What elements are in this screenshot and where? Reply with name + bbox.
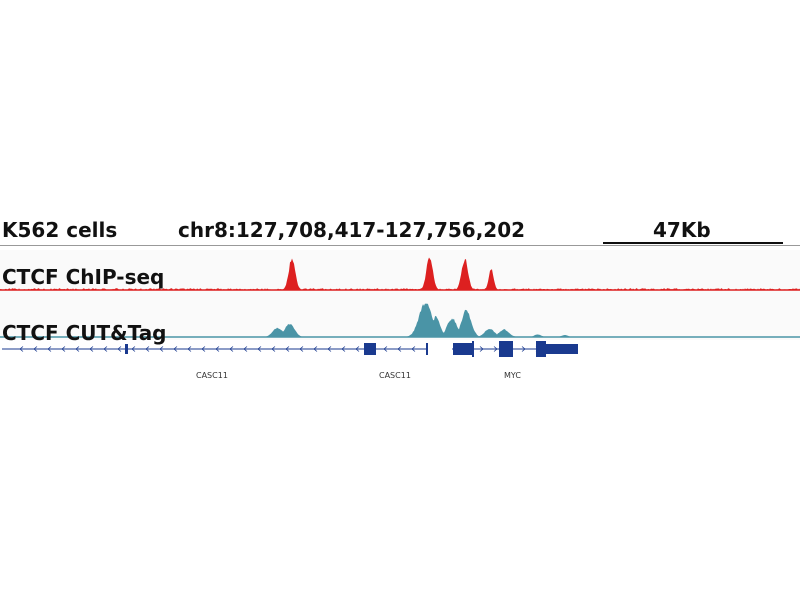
cut-track-background [0, 297, 800, 340]
gene-label-casc11-2: CASC11 [379, 371, 411, 380]
cell-line-label: K562 cells [2, 218, 118, 242]
strand-arrow [145, 346, 150, 352]
strand-arrow [89, 346, 94, 352]
cut-tag-track-label: CTCF CUT&Tag [2, 321, 167, 345]
strand-arrow [327, 346, 332, 352]
strand-arrow [215, 346, 220, 352]
genomic-locus-label: chr8:127,708,417-127,756,202 [178, 218, 526, 242]
strand-arrow [103, 346, 108, 352]
gene-annotation-track [2, 341, 578, 357]
gene-label-casc11-1: CASC11 [196, 371, 228, 380]
casc11-exon [426, 343, 428, 355]
strand-arrow [159, 346, 164, 352]
strand-arrow [75, 346, 80, 352]
gene-label-myc: MYC [504, 371, 521, 380]
strand-arrow [229, 346, 234, 352]
strand-arrow [285, 346, 290, 352]
chip-seq-track [0, 257, 800, 291]
strand-arrow [201, 346, 206, 352]
myc-exon [546, 344, 578, 354]
strand-arrow [131, 346, 136, 352]
strand-arrow [47, 346, 52, 352]
strand-arrow [313, 346, 318, 352]
strand-arrow [383, 346, 388, 352]
strand-arrow [479, 346, 484, 352]
myc-exon [499, 341, 513, 357]
myc-exon [472, 341, 474, 357]
scale-bar [603, 242, 783, 244]
strand-arrow [521, 346, 526, 352]
myc-exon [453, 343, 473, 355]
chip-seq-track-label: CTCF ChIP-seq [2, 265, 165, 289]
scale-label: 47Kb [653, 218, 711, 242]
strand-arrow [411, 346, 416, 352]
genome-tracks [0, 257, 800, 357]
strand-arrow [19, 346, 24, 352]
strand-arrow [397, 346, 402, 352]
strand-arrow [243, 346, 248, 352]
header-divider [0, 245, 800, 246]
strand-arrow [493, 346, 498, 352]
strand-arrow [187, 346, 192, 352]
strand-arrow [257, 346, 262, 352]
casc11-exon [125, 344, 128, 354]
myc-exon [536, 341, 546, 357]
casc11-exon [364, 343, 376, 355]
strand-arrow [355, 346, 360, 352]
strand-arrow [341, 346, 346, 352]
strand-arrow [271, 346, 276, 352]
cut-tag-track [0, 303, 800, 338]
strand-arrow [61, 346, 66, 352]
strand-arrow [117, 346, 122, 352]
strand-arrow [299, 346, 304, 352]
strand-arrow [33, 346, 38, 352]
strand-arrow [173, 346, 178, 352]
